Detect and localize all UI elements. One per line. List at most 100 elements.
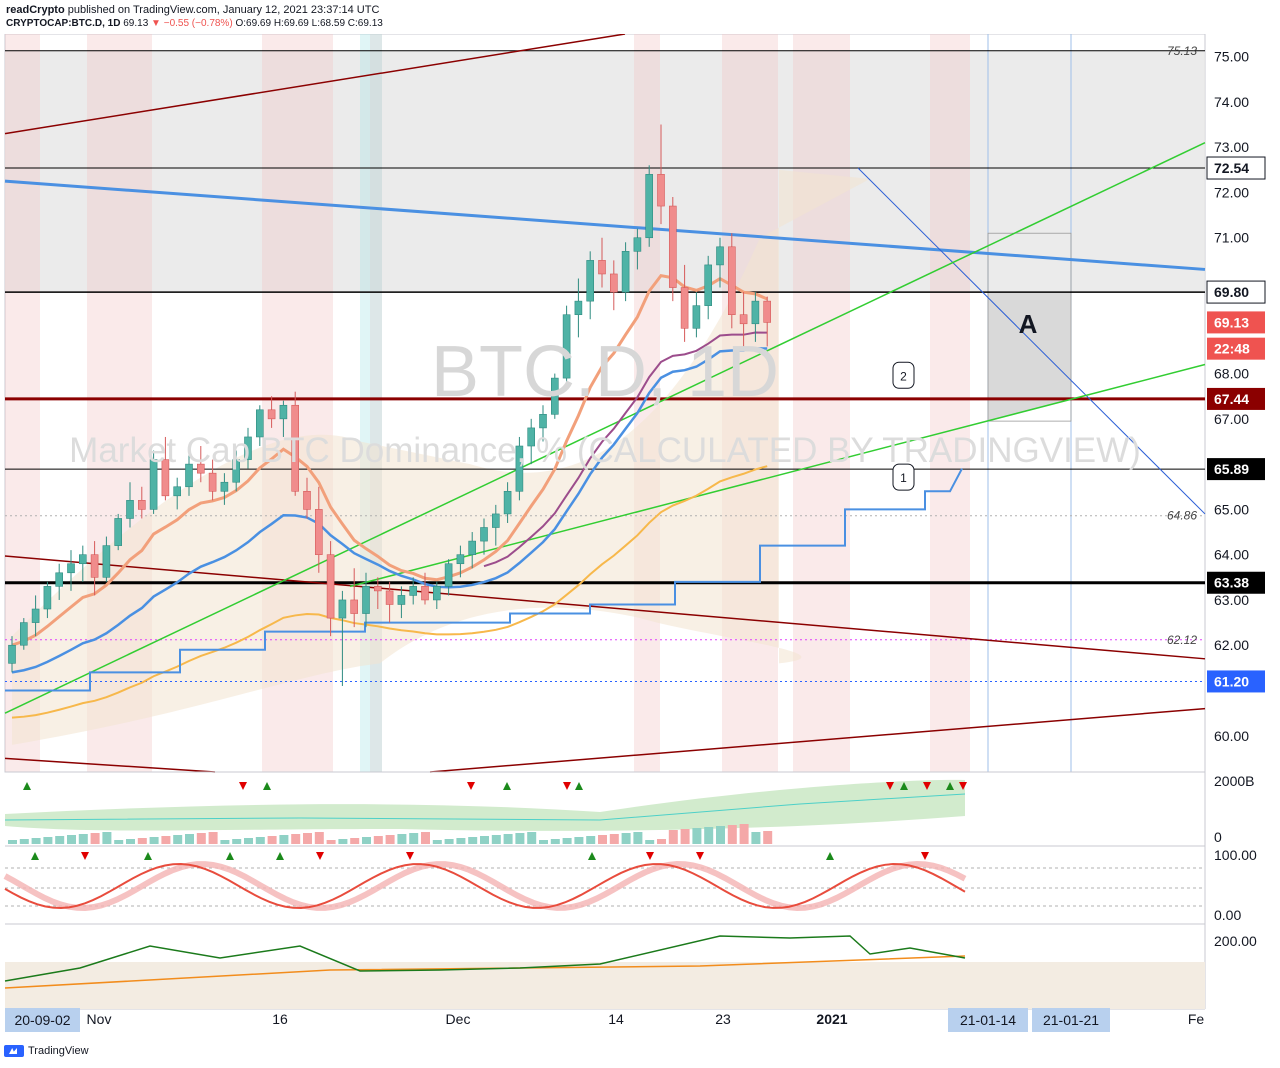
candle-body (8, 644, 16, 664)
volume-bar (704, 827, 714, 844)
volume-bar (444, 839, 454, 844)
footer: TradingView (4, 1045, 89, 1057)
level-text: 64.86 (1167, 509, 1197, 523)
signal-arrow (316, 852, 324, 860)
symbol-name: CRYPTOCAP:BTC.D, 1D (6, 18, 121, 29)
y-tick-label: 62.00 (1214, 637, 1249, 653)
date-highlight-label: 21-01-14 (960, 1012, 1016, 1028)
candle-body (692, 305, 701, 329)
candle-body (503, 490, 512, 515)
price-chart[interactable]: BTC.D, 1D Market Cap BTC Dominance, % (CA… (0, 34, 1280, 1042)
candle-body (114, 518, 122, 546)
x-tick-label: 23 (715, 1011, 731, 1027)
signal-arrow (959, 782, 967, 790)
cloud-band (12, 169, 870, 745)
candle-body (491, 513, 500, 528)
last-price: 69.13 (123, 18, 149, 29)
candle-body (19, 622, 28, 646)
signal-arrow (226, 852, 234, 860)
volume-bar (314, 832, 324, 844)
price-axis-label-text: 69.13 (1214, 314, 1249, 330)
volume-bar (114, 840, 124, 844)
volume-bar (90, 833, 100, 844)
price-axis-label-text: 61.20 (1214, 673, 1249, 689)
blue-descending-line (857, 167, 1206, 515)
candle-body (314, 509, 323, 555)
y-tick-label: 60.00 (1214, 728, 1249, 744)
volume-bar (716, 826, 725, 844)
volume-bar (208, 832, 218, 844)
volume-bar (609, 834, 619, 844)
pane-tick-label: 100.00 (1214, 847, 1257, 863)
price-axis-label (1207, 458, 1265, 481)
candle-body (397, 595, 406, 605)
level-text: 75.13 (1167, 44, 1197, 58)
candle-body (220, 481, 229, 492)
candle-body (208, 472, 217, 492)
date-highlight (948, 1008, 1028, 1032)
y-tick-label: 65.00 (1214, 501, 1249, 517)
candle-body (456, 554, 465, 565)
candle-body (291, 404, 300, 492)
x-tick-label: 14 (608, 1011, 624, 1027)
price-axis-label-text: 72.54 (1214, 160, 1249, 176)
volume-bar (633, 832, 643, 844)
candle-body (586, 260, 595, 302)
candle-body (161, 459, 170, 497)
footer-brand: TradingView (28, 1045, 89, 1057)
candle-body (149, 459, 158, 510)
volume-bar (43, 837, 53, 844)
projection-box-outline (987, 232, 1072, 422)
annotation-bubble (892, 361, 915, 389)
y-tick-label: 64.00 (1214, 547, 1249, 563)
candle-body (751, 300, 760, 325)
volume-bar (503, 834, 513, 844)
price-axis-label (1206, 156, 1266, 180)
volume-bar (491, 835, 501, 844)
date-highlight (5, 1008, 80, 1032)
volume-bar (397, 834, 407, 844)
volume-bar (220, 840, 230, 844)
volume-bar (751, 832, 761, 844)
volume-bar (515, 833, 525, 844)
candle-body (668, 205, 677, 288)
volume-bar (291, 834, 301, 844)
candle-body (138, 500, 146, 510)
candle-body (126, 500, 134, 519)
candle-body (716, 246, 724, 266)
candle-body (102, 545, 111, 578)
candle-body (303, 490, 311, 510)
candle-body (550, 377, 559, 415)
price-axis-label-text: 65.89 (1214, 461, 1249, 477)
signal-arrow (23, 782, 31, 790)
level-text: 62.12 (1167, 633, 1197, 647)
ohlc-open: O:69.69 (235, 18, 272, 29)
volume-bar (562, 838, 572, 844)
volume-bar (196, 833, 206, 844)
price-axis-label-text: 63.38 (1214, 575, 1249, 591)
date-highlight-label: 20-09-02 (14, 1012, 70, 1028)
candle-body (609, 273, 618, 293)
price-axis-label (1207, 670, 1265, 693)
publisher-user: readCrypto (6, 4, 65, 16)
signal-arrow (575, 782, 583, 790)
candle-body (432, 586, 441, 601)
candle-body (55, 572, 64, 587)
candle-body (468, 540, 477, 555)
blue-resistance-line (4, 179, 1206, 271)
x-tick-label: Dec (446, 1011, 471, 1027)
volume-bar (385, 835, 395, 844)
candle-body (338, 599, 347, 619)
volume-bar (373, 836, 383, 844)
volume-bar (598, 835, 607, 844)
volume-bar (550, 839, 560, 844)
candle-body (704, 264, 713, 306)
candle-body (515, 445, 524, 492)
volume-bar (303, 833, 312, 844)
y-tick-label: 73.00 (1214, 139, 1249, 155)
price-axis-label-text: 22:48 (1214, 341, 1250, 357)
signal-arrow (900, 782, 908, 790)
publish-info: published on TradingView.com, January 12… (67, 4, 380, 16)
volume-ma-line (4, 793, 966, 821)
price-axis-label (1206, 280, 1266, 304)
